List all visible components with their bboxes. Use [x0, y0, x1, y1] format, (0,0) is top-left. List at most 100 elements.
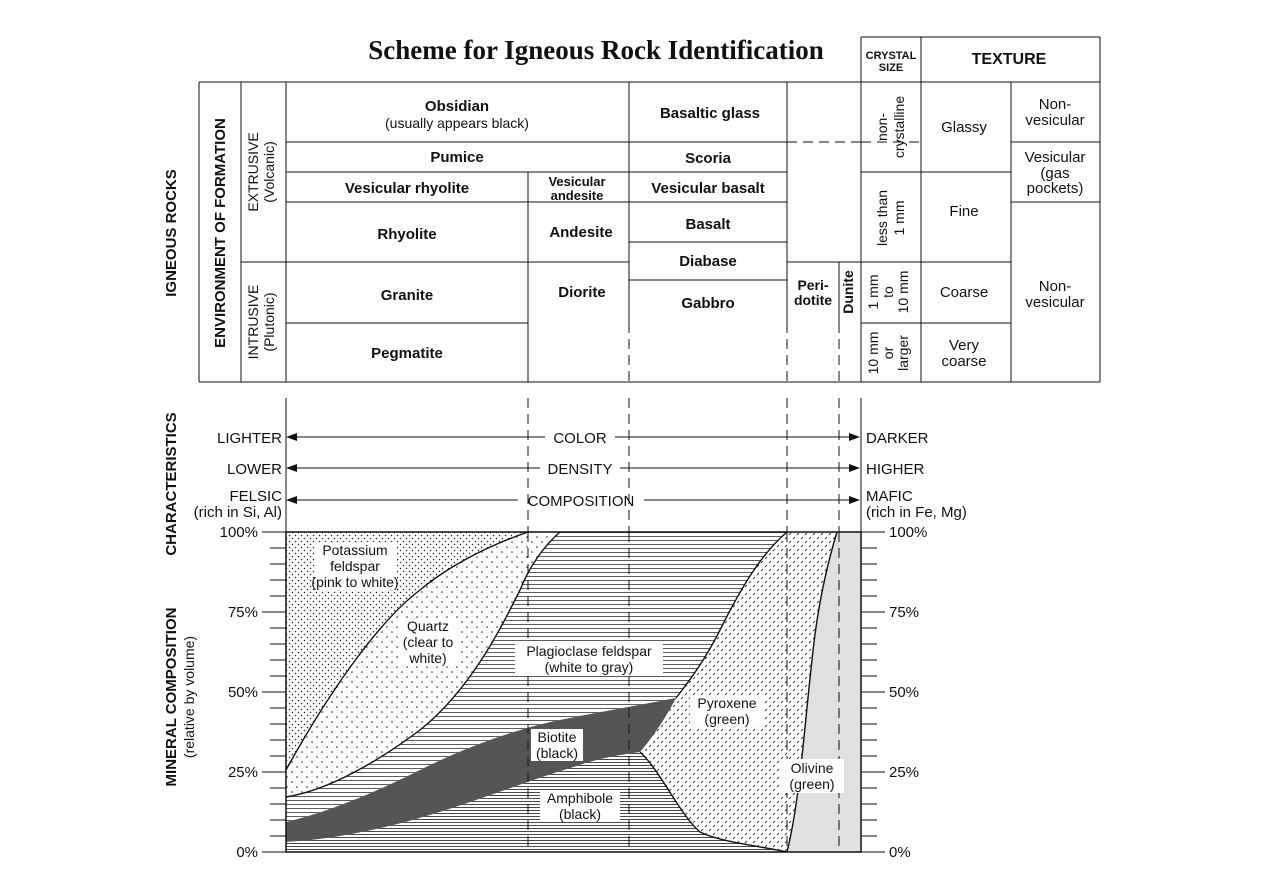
felsic-sublabel: (rich in Si, Al)	[194, 504, 282, 521]
mineral-plagioclase: Plagioclase feldspar	[526, 643, 652, 659]
rock-dunite: Dunite	[840, 270, 856, 314]
mafic-sublabel: (rich in Fe, Mg)	[866, 504, 967, 521]
mineral-plagioclase-2: (white to gray)	[545, 659, 634, 675]
mineral-kspar: Potassium	[322, 542, 387, 558]
mineral-kspar-2: feldspar	[330, 558, 380, 574]
texture-nonvesicular-bottom-2: vesicular	[1025, 294, 1084, 311]
rock-vesicular-rhyolite: Vesicular rhyolite	[345, 180, 469, 197]
rock-diorite: Diorite	[558, 284, 606, 301]
y-tick-25-right: 25%	[889, 764, 919, 781]
y-tick-25-left: 25%	[228, 764, 258, 781]
rock-basaltic-glass: Basaltic glass	[660, 105, 760, 122]
composition-label: COMPOSITION	[528, 493, 635, 510]
mineral-amphibole: Amphibole	[547, 790, 613, 806]
rock-andesite: Andesite	[549, 224, 612, 241]
rock-peridotite-2: dotite	[794, 292, 832, 308]
rock-table-grid	[198, 36, 1101, 383]
rock-rhyolite: Rhyolite	[377, 226, 436, 243]
darker-label: DARKER	[866, 430, 929, 447]
y-tick-100-right: 100%	[889, 524, 927, 541]
rock-pegmatite: Pegmatite	[371, 345, 443, 362]
characteristics-dashes	[527, 398, 840, 532]
y-tick-75-left: 75%	[228, 604, 258, 621]
y-tick-75-right: 75%	[889, 604, 919, 621]
mineral-quartz-3: white)	[408, 650, 446, 666]
felsic-label: FELSIC	[229, 488, 282, 505]
color-label: COLOR	[553, 430, 607, 447]
rock-table-dashes	[628, 141, 921, 382]
crystal-size-header-2: SIZE	[879, 62, 903, 74]
environment-label: ENVIRONMENT OF FORMATION	[212, 118, 229, 348]
characteristics-label: CHARACTERISTICS	[163, 412, 180, 555]
mafic-label: MAFIC	[866, 488, 913, 505]
texture-nonvesicular-top: Non-	[1039, 96, 1072, 113]
rock-granite: Granite	[381, 287, 434, 304]
y-tick-100-left: 100%	[220, 524, 258, 541]
intrusive-label: INTRUSIVE	[245, 285, 261, 360]
kspar-area	[286, 532, 528, 770]
texture-header: TEXTURE	[972, 51, 1047, 68]
density-label: DENSITY	[547, 461, 612, 478]
crystal-size-header: CRYSTAL	[866, 50, 917, 62]
texture-coarse: Coarse	[940, 284, 988, 301]
higher-label: HIGHER	[866, 461, 925, 478]
plutonic-label: (Plutonic)	[261, 292, 277, 351]
texture-nonvesicular-top-2: vesicular	[1025, 112, 1084, 129]
rock-vesicular-basalt: Vesicular basalt	[651, 180, 764, 197]
mineral-olivine-2: (green)	[789, 776, 834, 792]
mineral-quartz-2: (clear to	[403, 634, 454, 650]
size-noncrystalline: non-	[874, 113, 890, 141]
y-tick-50-right: 50%	[889, 684, 919, 701]
mineral-amphibole-2: (black)	[559, 806, 601, 822]
mineral-olivine: Olivine	[791, 760, 834, 776]
lighter-label: LIGHTER	[217, 430, 282, 447]
size-1mm: 1 mm	[891, 201, 907, 236]
rock-vesicular-andesite-2: andesite	[551, 188, 604, 203]
size-noncrystalline-2: crystalline	[891, 96, 907, 158]
size-larger: larger	[895, 335, 911, 371]
texture-vesicular-3: pockets)	[1027, 180, 1084, 197]
rock-diabase: Diabase	[679, 253, 737, 270]
texture-fine: Fine	[949, 203, 978, 220]
lower-label: LOWER	[227, 461, 282, 478]
texture-vesicular-2: (gas	[1040, 165, 1069, 182]
characteristic-arrows	[286, 433, 860, 504]
mineral-kspar-3: (pink to white)	[311, 574, 398, 590]
y-tick-50-left: 50%	[228, 684, 258, 701]
extrusive-label: EXTRUSIVE	[245, 132, 261, 211]
rock-gabbro: Gabbro	[681, 295, 734, 312]
size-to: to	[880, 286, 896, 298]
rock-obsidian-note: (usually appears black)	[385, 115, 529, 131]
size-10mm-or: 10 mm	[865, 332, 881, 375]
texture-very-coarse: Very	[949, 337, 980, 354]
y-tick-0-left: 0%	[236, 844, 258, 861]
rock-pumice: Pumice	[430, 149, 483, 166]
y-tick-0-right: 0%	[889, 844, 911, 861]
rock-basalt: Basalt	[685, 216, 730, 233]
texture-vesicular: Vesicular	[1025, 149, 1086, 166]
mineral-biotite: Biotite	[538, 729, 577, 745]
igneous-rocks-label: IGNEOUS ROCKS	[163, 169, 180, 297]
rock-vesicular-andesite: Vesicular	[548, 174, 605, 189]
size-1mm-to: 1 mm	[865, 275, 881, 310]
size-or: or	[880, 346, 896, 359]
rock-peridotite: Peri-	[797, 277, 828, 293]
mineral-pyroxene-2: (green)	[704, 711, 749, 727]
mineral-composition-sublabel: (relative by volume)	[181, 636, 197, 758]
title: Scheme for Igneous Rock Identification	[368, 35, 824, 65]
chart-dashes	[527, 532, 840, 852]
size-less-than: less than	[874, 190, 890, 246]
texture-glassy: Glassy	[941, 119, 987, 136]
volcanic-label: (Volcanic)	[261, 141, 277, 202]
characteristics-guides	[285, 398, 862, 532]
amphibole-area	[286, 752, 787, 852]
mineral-pyroxene: Pyroxene	[697, 695, 756, 711]
mineral-composition-label: MINERAL COMPOSITION	[163, 608, 180, 787]
plagioclase-area	[286, 532, 787, 822]
texture-very-coarse-2: coarse	[941, 353, 986, 370]
size-10mm: 10 mm	[895, 271, 911, 314]
y-axis-ticks	[262, 531, 885, 853]
mineral-quartz: Quartz	[407, 618, 449, 634]
rock-obsidian: Obsidian	[425, 98, 489, 115]
